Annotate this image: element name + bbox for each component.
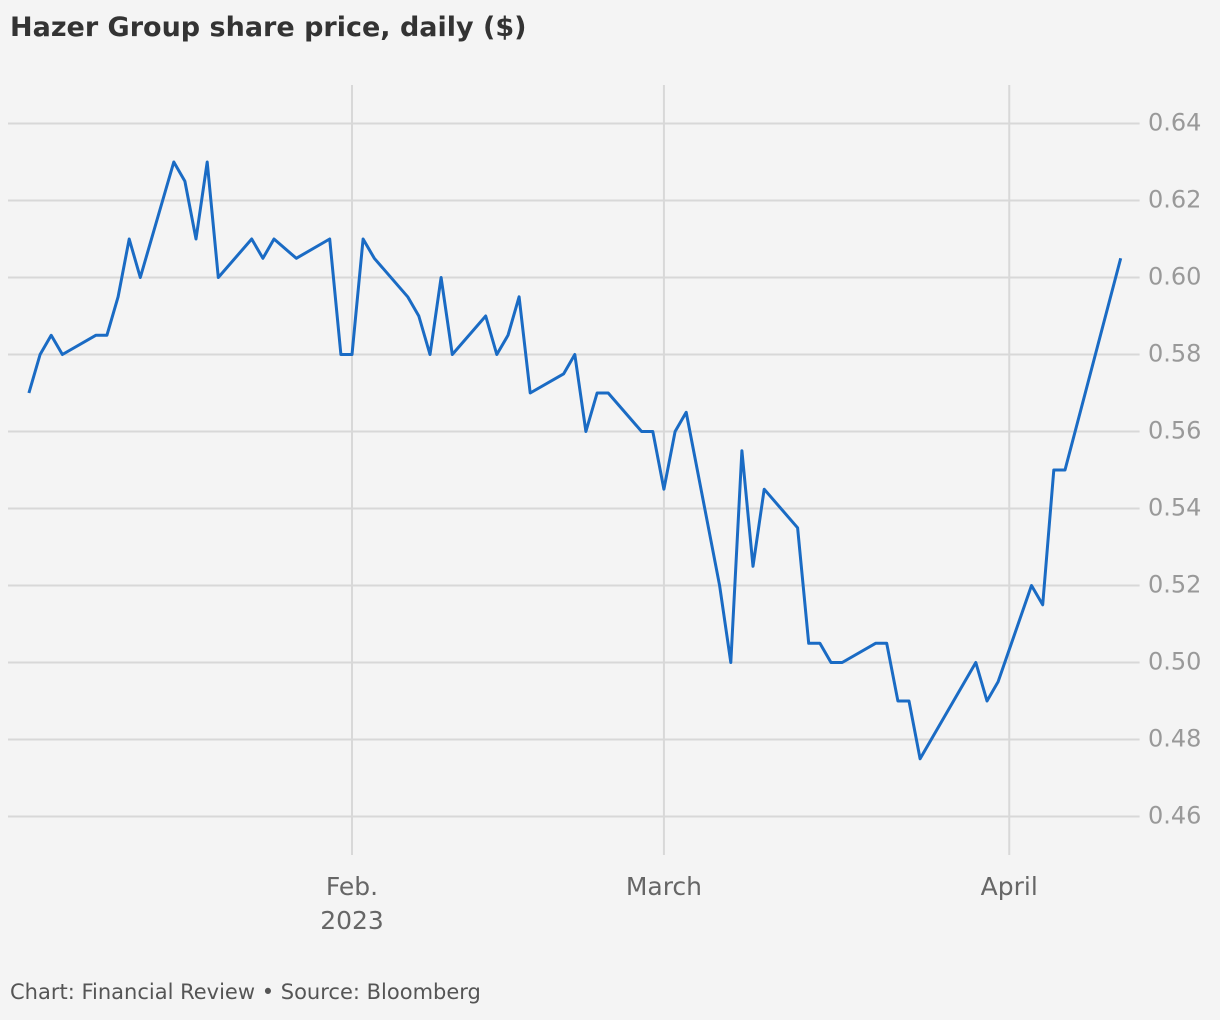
y-tick-label: 0.46 (1148, 802, 1201, 830)
y-tick-label: 0.64 (1148, 109, 1201, 137)
y-tick-label: 0.54 (1148, 494, 1201, 522)
line-series (27, 160, 1123, 761)
y-tick-label: 0.60 (1148, 263, 1201, 291)
chart-title: Hazer Group share price, daily ($) (10, 12, 527, 43)
y-tick-label: 0.50 (1148, 648, 1201, 676)
y-tick-label: 0.58 (1148, 340, 1201, 368)
x-tick-label: March (625, 872, 703, 901)
y-tick-label: 0.62 (1148, 186, 1201, 214)
source-note: Chart: Financial Review • Source: Bloomb… (10, 980, 481, 1004)
y-tick-label: 0.52 (1148, 571, 1201, 599)
x-tick-label: Feb. 2023 (320, 872, 384, 935)
y-tick-label: 0.48 (1148, 725, 1201, 753)
x-tick-label: April (980, 872, 1038, 901)
y-tick-label: 0.56 (1148, 417, 1201, 445)
